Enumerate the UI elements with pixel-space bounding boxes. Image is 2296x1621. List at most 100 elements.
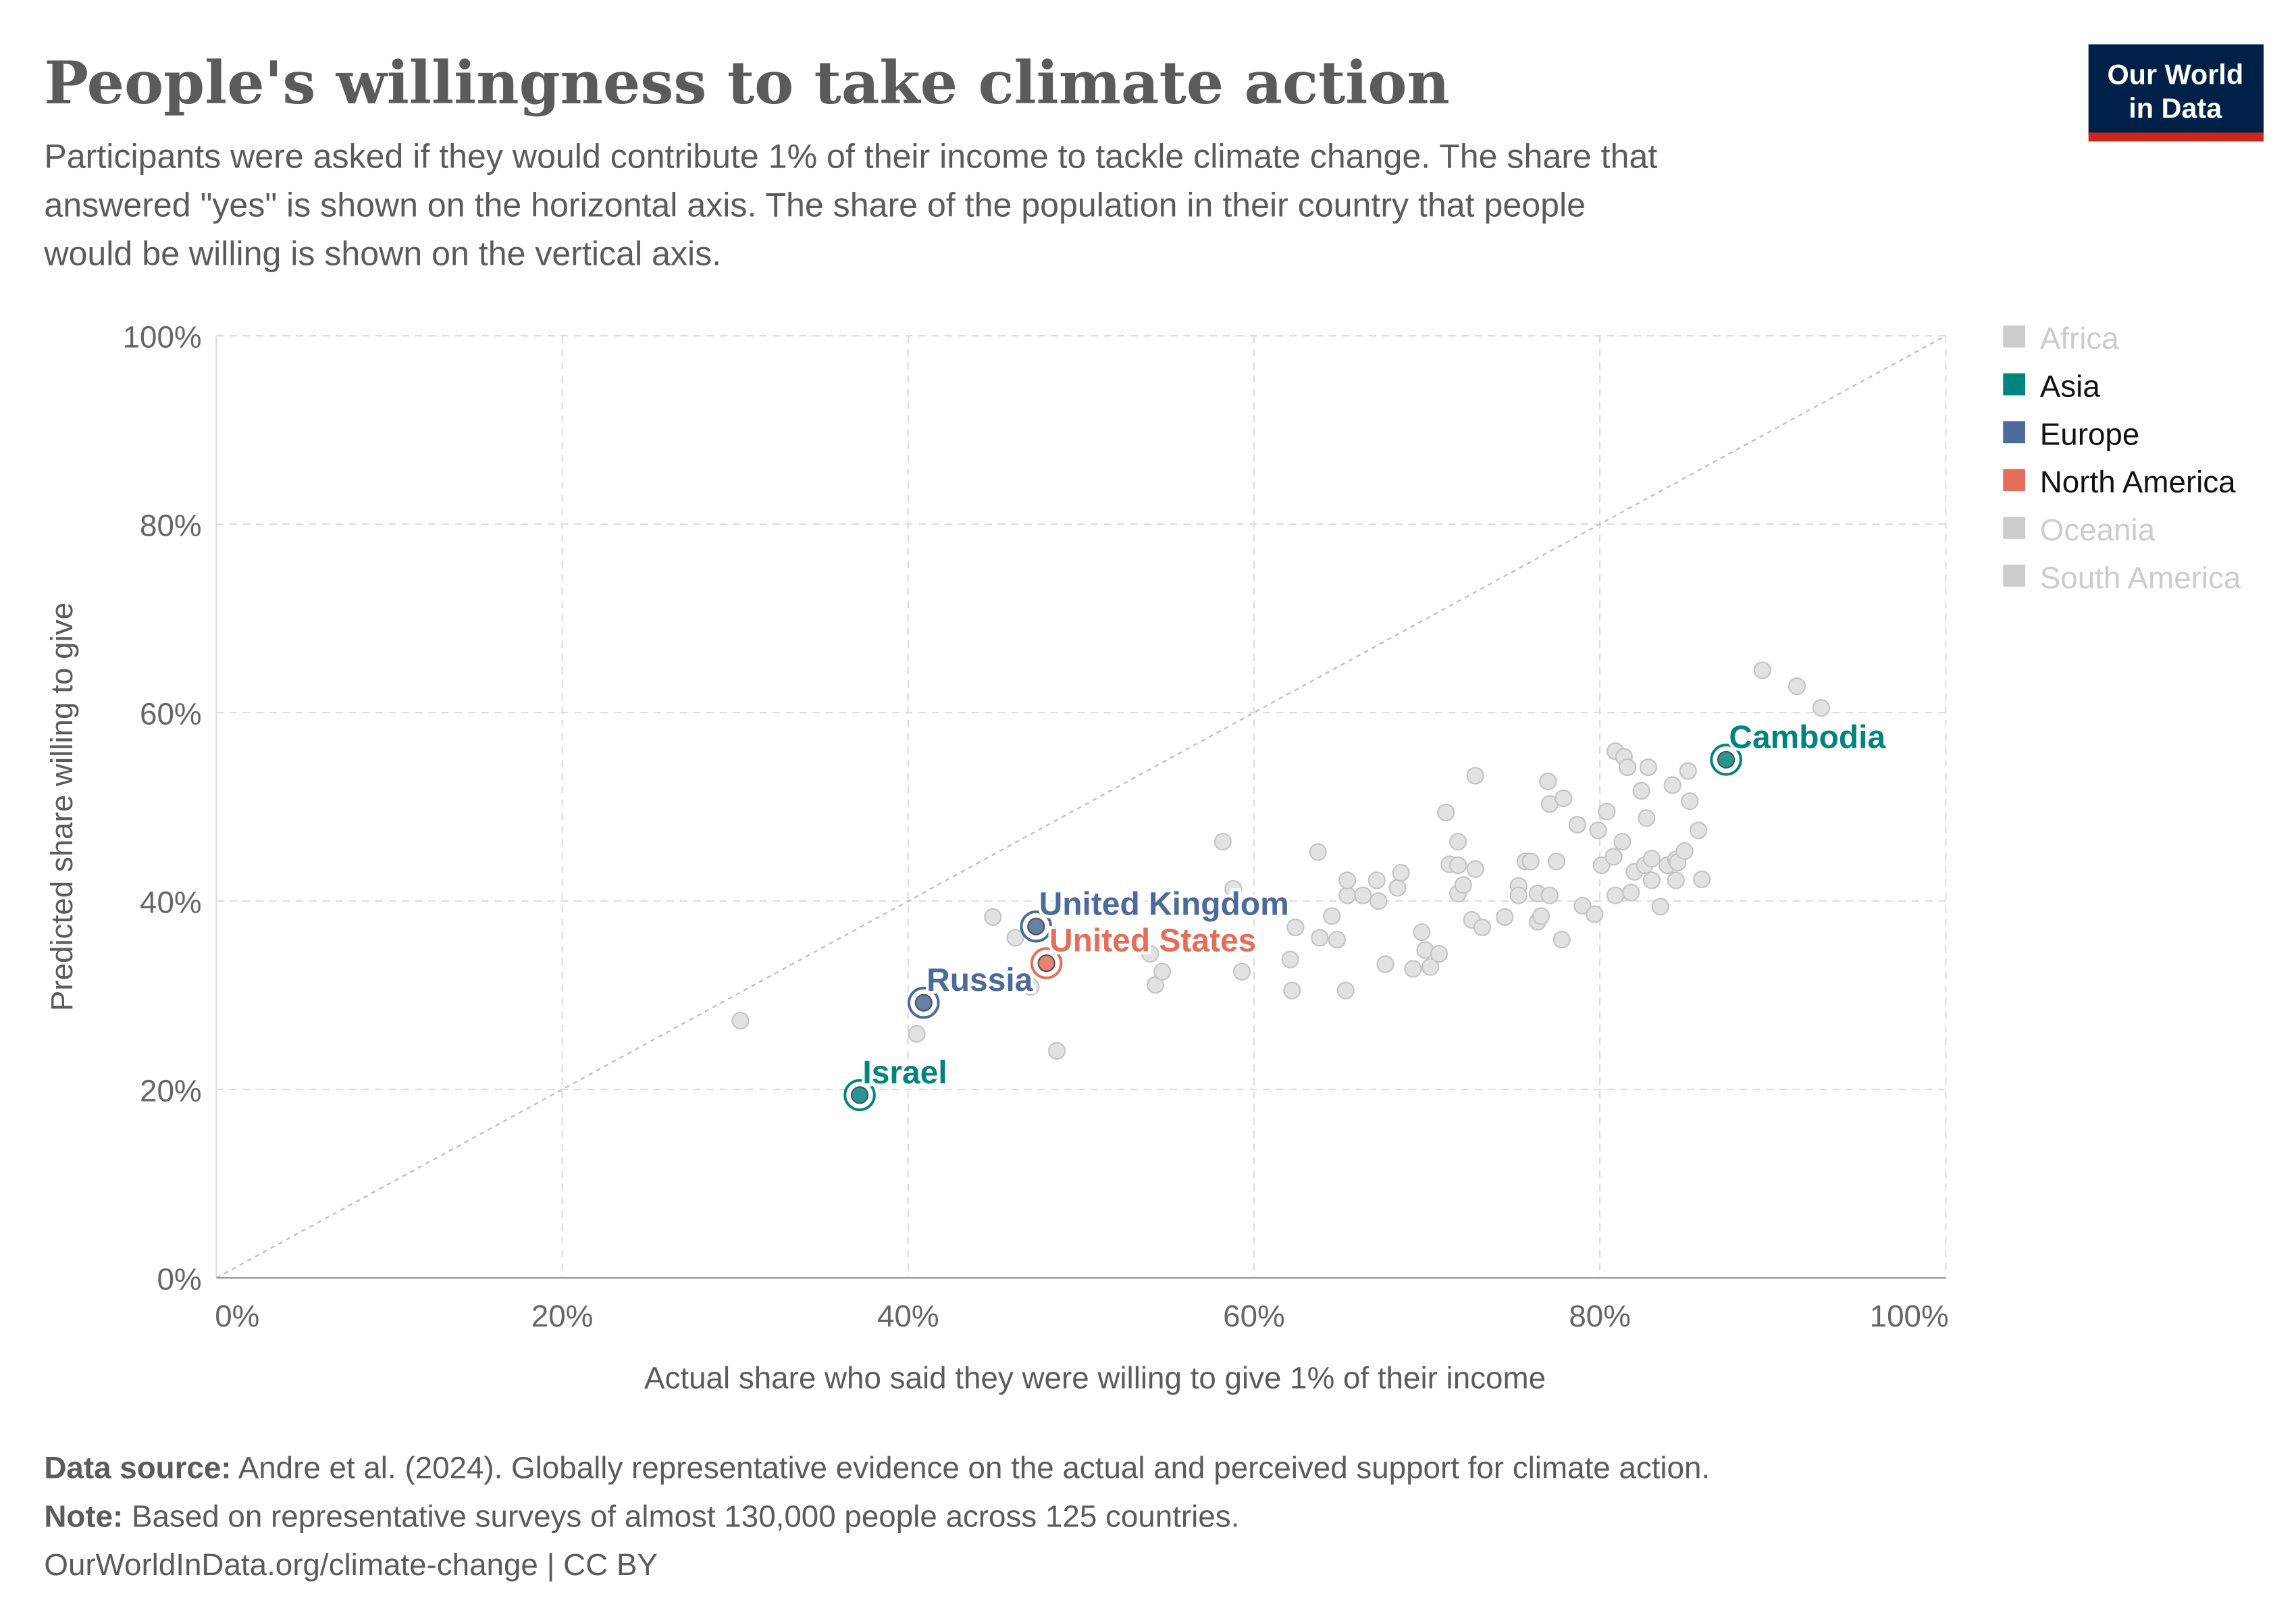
- legend-label: South America: [2040, 561, 2241, 595]
- data-point: [1589, 821, 1607, 840]
- legend-swatch: [2003, 373, 2025, 396]
- data-point: [1473, 919, 1492, 937]
- legend-label: Europe: [2040, 417, 2140, 451]
- data-point: [1651, 898, 1669, 916]
- data-point: [1281, 950, 1299, 969]
- legend-item-africa[interactable]: Africa: [2003, 321, 2119, 356]
- data-point: [1338, 886, 1357, 904]
- data-point: [731, 1012, 750, 1030]
- subtitle-line-1: Participants were asked if they would co…: [44, 138, 1657, 176]
- data-point: [1788, 677, 1806, 696]
- data-point: [1141, 945, 1159, 963]
- data-point: [1548, 852, 1566, 871]
- data-point-united-kingdom: [1027, 917, 1045, 935]
- data-point: [1466, 860, 1484, 878]
- legend-item-north-america[interactable]: North America: [2003, 465, 2236, 499]
- data-point: [1336, 981, 1355, 1000]
- data-point: [984, 908, 1002, 926]
- data-label-united-kingdom: United Kingdom: [1039, 886, 1289, 922]
- data-point: [1354, 886, 1372, 904]
- diagonal-reference-line: [215, 335, 1946, 1279]
- data-point: [1232, 962, 1251, 981]
- legend-swatch: [2003, 469, 2025, 492]
- license: | CC BY: [538, 1547, 658, 1582]
- logo-text-1: Our World: [2107, 59, 2243, 90]
- data-point: [1573, 896, 1592, 915]
- data-label-russia: Russia: [927, 962, 1033, 998]
- x-tick-label: 60%: [1223, 1299, 1285, 1333]
- data-point: [1675, 842, 1694, 860]
- data-point: [1663, 776, 1681, 794]
- data-point: [1454, 876, 1472, 894]
- data-point: [1153, 962, 1172, 981]
- data-point: [1681, 792, 1699, 810]
- data-point: [1539, 772, 1557, 790]
- legend-label: Oceania: [2040, 513, 2156, 547]
- legend-item-south-america[interactable]: South America: [2003, 561, 2241, 595]
- legend-item-europe[interactable]: Europe: [2003, 417, 2139, 451]
- data-point: [1449, 856, 1467, 875]
- legend-swatch: [2003, 517, 2025, 539]
- data-point: [1392, 864, 1410, 882]
- data-point: [1437, 803, 1455, 821]
- x-tick-label: 80%: [1569, 1299, 1631, 1333]
- y-tick-label: 60%: [140, 697, 202, 731]
- data-point: [1309, 843, 1327, 861]
- legend-item-asia[interactable]: Asia: [2003, 369, 2100, 404]
- data-point: [1509, 886, 1528, 904]
- data-point: [1338, 871, 1357, 890]
- data-point: [1323, 907, 1341, 925]
- y-tick-label: 20%: [140, 1073, 202, 1108]
- logo-background: [2088, 44, 2264, 134]
- data-point: [1667, 871, 1685, 890]
- data-point-cambodia: [1717, 750, 1736, 769]
- data-point: [1404, 960, 1422, 978]
- legend-item-oceania[interactable]: Oceania: [2003, 513, 2156, 547]
- data-point: [1286, 919, 1305, 937]
- data-point: [1639, 758, 1657, 777]
- logo-underline: [2088, 132, 2264, 142]
- x-tick-label: 0%: [215, 1299, 259, 1333]
- legend-swatch: [2003, 325, 2025, 348]
- data-point: [1521, 852, 1540, 871]
- data-point: [1367, 871, 1386, 890]
- data-point-israel: [850, 1086, 869, 1104]
- x-axis-label: Actual share who said they were willing …: [644, 1360, 1546, 1395]
- data-point: [1449, 833, 1467, 851]
- owid-logo[interactable]: Our World in Data: [2088, 44, 2264, 142]
- data-point: [1642, 850, 1661, 868]
- data-label-israel: Israel: [862, 1055, 947, 1091]
- data-label-cambodia: Cambodia: [1729, 719, 1885, 755]
- subtitle-line-2: answered "yes" is shown on the horizonta…: [44, 186, 1586, 224]
- legend-swatch: [2003, 421, 2025, 444]
- data-point: [1689, 821, 1708, 840]
- legend-swatch: [2003, 565, 2025, 587]
- source-link[interactable]: OurWorldInData.org/climate-change: [44, 1547, 538, 1582]
- data-point: [1283, 981, 1301, 1000]
- footer-source: Data source: Andre et al. (2024). Global…: [44, 1450, 1710, 1485]
- data-point: [1586, 905, 1604, 923]
- data-label-united-states: United States: [1049, 923, 1256, 959]
- y-tick-label: 40%: [140, 885, 202, 919]
- data-point: [1224, 879, 1243, 898]
- footer-note: Note: Based on representative surveys of…: [44, 1499, 1239, 1533]
- source-label: Data source:: [44, 1450, 231, 1485]
- data-point: [1006, 929, 1024, 947]
- data-point: [1388, 879, 1407, 897]
- legend: Africa Asia Europe North America Oceania Sout…: [2003, 321, 2241, 595]
- data-point: [1553, 931, 1571, 949]
- data-point: [1622, 883, 1640, 902]
- data-point: [1638, 809, 1656, 827]
- data-point: [1555, 789, 1573, 808]
- data-point: [1430, 945, 1449, 963]
- data-point: [1568, 815, 1586, 834]
- x-tick-label: 40%: [877, 1299, 939, 1333]
- note-label: Note:: [44, 1499, 123, 1533]
- data-point: [1592, 856, 1611, 875]
- data-point-russia: [914, 994, 933, 1012]
- y-tick-label: 80%: [140, 509, 202, 543]
- data-point: [1642, 871, 1661, 890]
- y-tick-label: 0%: [157, 1262, 201, 1296]
